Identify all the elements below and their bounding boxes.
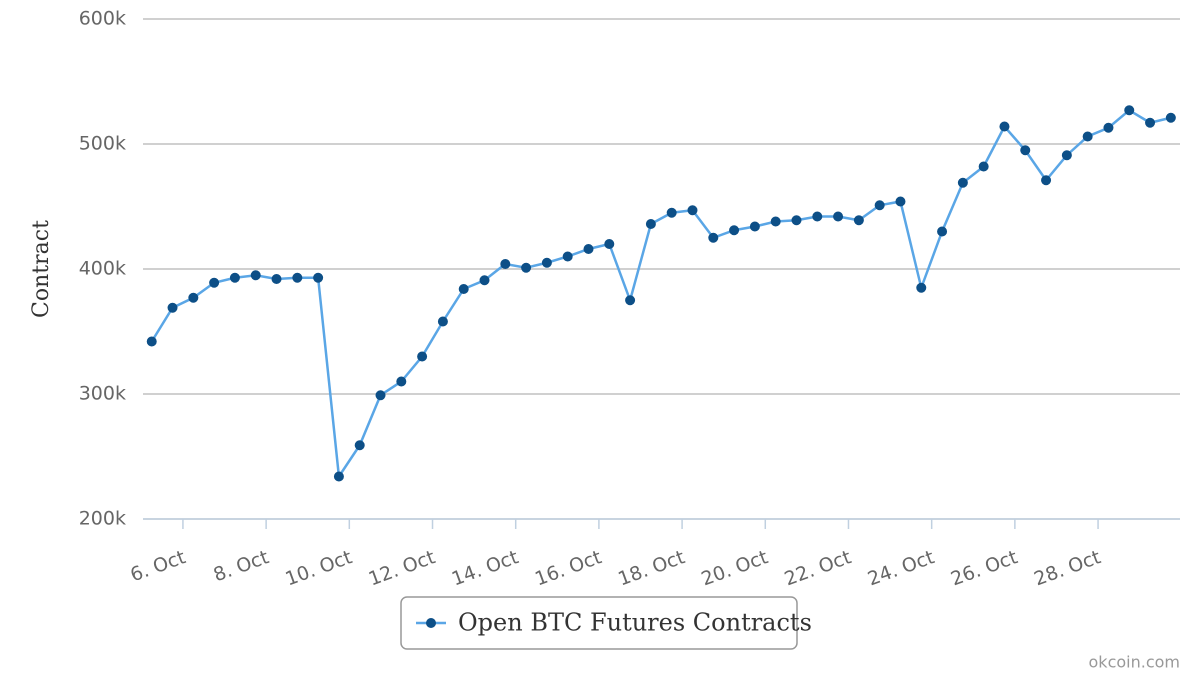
y-tick-label: 400k [79, 258, 126, 280]
y-tick-label: 600k [79, 8, 126, 30]
data-point [1041, 175, 1052, 186]
y-axis-title: Contract [29, 220, 54, 318]
data-point [1020, 145, 1031, 156]
data-point [957, 177, 968, 188]
x-tick-label: 18. Oct [615, 546, 687, 590]
data-point [1103, 122, 1114, 133]
x-tick-label: 26. Oct [948, 546, 1020, 590]
data-point [625, 295, 636, 306]
data-point [937, 226, 948, 237]
data-point [209, 277, 220, 288]
data-point [749, 221, 760, 232]
data-point [1061, 150, 1072, 161]
data-point [167, 302, 178, 313]
data-point [437, 316, 448, 327]
data-point [895, 196, 906, 207]
data-point [333, 471, 344, 482]
data-point [729, 225, 740, 236]
data-point [645, 219, 656, 229]
data-point [770, 216, 781, 227]
series-line [150, 108, 1172, 481]
x-tick-label: 16. Oct [532, 546, 604, 590]
data-point [666, 207, 677, 218]
x-tick-label: 10. Oct [282, 546, 354, 590]
data-point [541, 257, 552, 268]
data-point [375, 390, 386, 401]
data-point [458, 284, 469, 294]
data-point [292, 272, 303, 283]
data-point [354, 440, 365, 451]
data-point [188, 292, 199, 303]
data-point [916, 282, 927, 293]
data-point [146, 336, 157, 347]
data-point [271, 274, 282, 284]
data-point [229, 272, 240, 283]
legend-marker [426, 618, 436, 628]
data-point [417, 351, 428, 362]
x-tick-label: 14. Oct [449, 546, 521, 590]
data-point [396, 376, 407, 387]
data-point [1082, 131, 1093, 142]
data-point [978, 161, 989, 172]
legend-label: Open BTC Futures Contracts [458, 609, 812, 637]
legend-box [400, 596, 798, 650]
data-point [500, 259, 511, 269]
x-tick-label: 12. Oct [366, 546, 438, 590]
y-tick-label: 200k [79, 508, 126, 530]
data-point [874, 200, 885, 211]
x-tick-label: 20. Oct [698, 546, 770, 590]
data-point [853, 215, 864, 226]
data-point [583, 244, 594, 254]
x-tick-label: 24. Oct [865, 546, 937, 590]
data-point [999, 121, 1010, 132]
data-point [1124, 105, 1135, 116]
data-point [313, 272, 324, 283]
data-point [562, 251, 573, 262]
data-point [250, 270, 261, 281]
data-point [687, 205, 698, 216]
data-point [479, 275, 490, 286]
y-tick-label: 500k [79, 133, 126, 155]
credit: okcoin.com [1089, 653, 1180, 672]
data-point [1165, 112, 1176, 123]
data-point [604, 239, 615, 249]
data-point [1145, 117, 1156, 128]
data-point [708, 232, 719, 243]
x-tick-label: 22. Oct [782, 546, 854, 590]
data-point [521, 262, 532, 273]
data-point [812, 211, 823, 222]
data-point [833, 211, 844, 222]
x-tick-label: 6. Oct [127, 546, 188, 586]
x-tick-label: 28. Oct [1031, 546, 1103, 590]
data-point [791, 215, 802, 226]
y-tick-label: 300k [79, 383, 126, 405]
x-tick-label: 8. Oct [211, 546, 272, 586]
